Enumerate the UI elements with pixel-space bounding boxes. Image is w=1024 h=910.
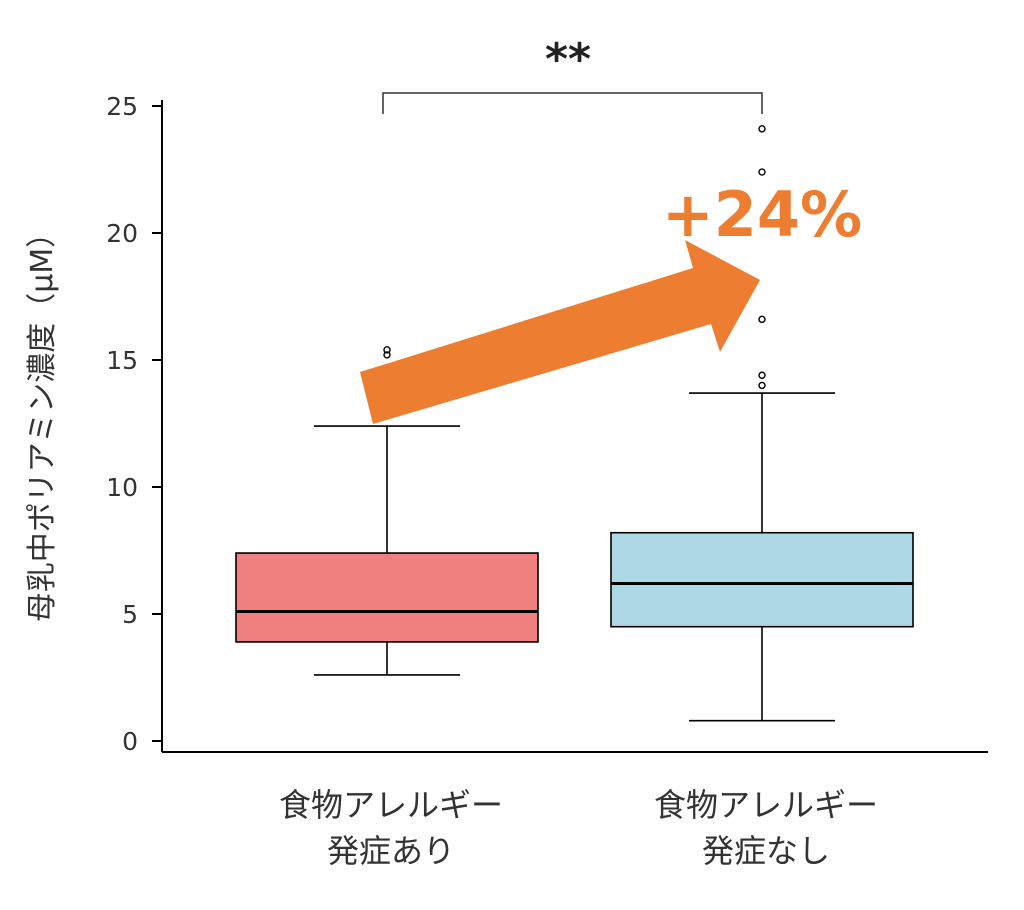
box-2 (610, 125, 914, 722)
y-axis-label: 母乳中ポリアミン濃度（μM） (25, 218, 60, 622)
increase-arrow (360, 240, 760, 424)
y-tick-label: 10 (106, 473, 138, 502)
outlier-point (758, 371, 766, 379)
category-label-line2: 発症なし (702, 832, 830, 870)
category-label-line1: 食物アレルギー (654, 786, 878, 824)
significance-label: ** (545, 34, 591, 85)
outlier-point (758, 125, 766, 133)
y-tick-label: 20 (106, 219, 138, 248)
box-1 (235, 346, 539, 676)
change-label: +24% (662, 178, 862, 251)
y-tick-label: 5 (122, 600, 138, 629)
category-label-line1: 食物アレルギー (279, 786, 503, 824)
y-tick-label: 25 (106, 92, 138, 121)
boxes (235, 125, 914, 722)
outlier-point (383, 351, 391, 359)
outlier-point (758, 381, 766, 390)
iqr-box (610, 531, 914, 628)
outlier-point (383, 346, 391, 354)
y-tick-label: 15 (106, 346, 138, 375)
category-label-line2: 発症あり (327, 832, 455, 870)
outlier-point (758, 315, 766, 324)
y-ticks: 0 5 10 15 20 25 (106, 92, 162, 756)
iqr-box (235, 552, 539, 643)
outlier-point (758, 168, 766, 176)
significance-bracket (382, 92, 763, 114)
y-tick-label: 0 (122, 727, 138, 756)
